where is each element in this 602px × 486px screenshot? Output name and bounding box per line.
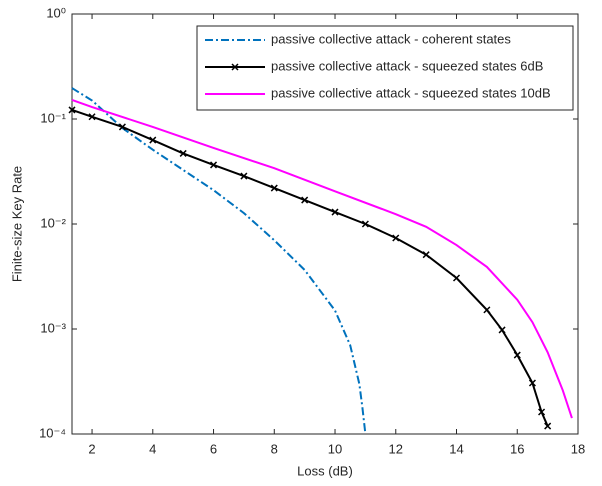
data-marker (513, 351, 521, 359)
legend-label: passive collective attack - squeezed sta… (271, 58, 543, 73)
data-marker (498, 326, 506, 334)
y-tick-label: 10⁻² (40, 215, 66, 230)
data-marker (88, 113, 96, 121)
series-line (71, 87, 367, 435)
x-tick-label: 8 (271, 441, 278, 456)
data-marker (538, 408, 546, 416)
data-marker (331, 208, 339, 216)
data-marker (483, 306, 491, 314)
data-marker (240, 172, 248, 180)
x-tick-label: 10 (328, 441, 342, 456)
legend: passive collective attack - coherent sta… (196, 25, 574, 111)
data-marker (68, 106, 76, 114)
x-tick-label: 12 (389, 441, 403, 456)
legend-label: passive collective attack - squeezed sta… (271, 85, 551, 100)
legend-marker (231, 63, 239, 71)
x-tick-label: 6 (210, 441, 217, 456)
y-tick-label: 10⁰ (46, 5, 66, 20)
data-marker (270, 184, 278, 192)
series-line (71, 108, 549, 427)
data-marker (392, 234, 400, 242)
data-marker (544, 422, 552, 430)
data-marker (179, 149, 187, 157)
y-tick-label: 10⁻⁴ (39, 425, 66, 440)
x-axis-label: Loss (dB) (297, 463, 353, 478)
data-marker (118, 123, 126, 131)
data-marker (149, 136, 157, 144)
y-tick-label: 10⁻¹ (40, 110, 66, 125)
x-tick-label: 16 (510, 441, 524, 456)
data-marker (301, 196, 309, 204)
data-marker (528, 379, 536, 387)
y-axis-label: Finite-size Key Rate (9, 166, 24, 282)
data-marker (452, 274, 461, 282)
data-marker (210, 161, 218, 169)
x-tick-label: 18 (571, 441, 585, 456)
series-line (71, 98, 573, 419)
x-tick-label: 4 (149, 441, 156, 456)
x-tick-label: 2 (88, 441, 95, 456)
legend-label: passive collective attack - coherent sta… (271, 31, 511, 46)
data-marker (361, 220, 369, 228)
y-tick-label: 10⁻³ (40, 320, 66, 335)
x-tick-label: 14 (449, 441, 463, 456)
data-marker (422, 251, 430, 259)
